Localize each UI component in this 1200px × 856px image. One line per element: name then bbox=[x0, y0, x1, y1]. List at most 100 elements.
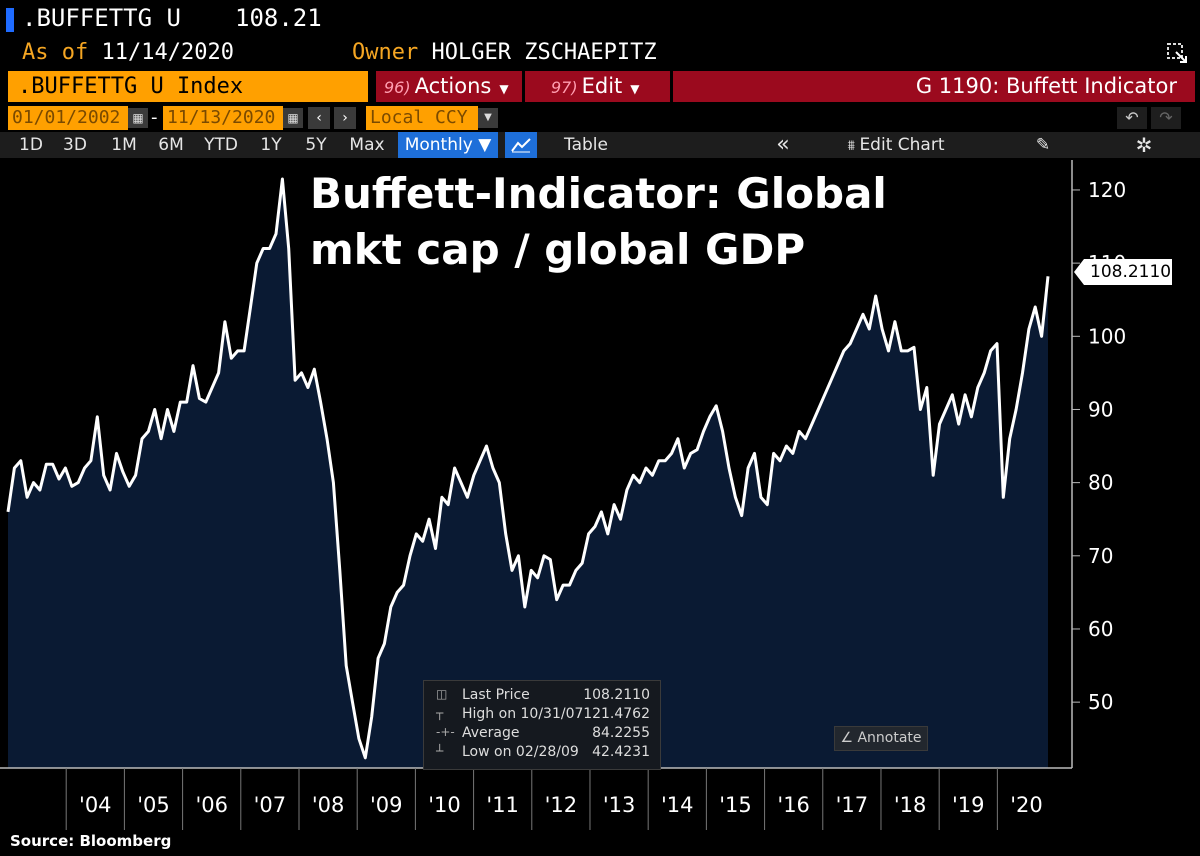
legend-low-label: Low on 02/28/09 bbox=[462, 744, 579, 760]
annotate-button[interactable]: ∠ Annotate bbox=[834, 726, 928, 751]
y-tick-label: 80 bbox=[1088, 471, 1113, 495]
collapse-icon[interactable]: « bbox=[776, 132, 790, 157]
pencil-icon[interactable]: ✎ bbox=[1035, 135, 1051, 155]
x-tick-label: '13 bbox=[603, 793, 636, 817]
chart-title-line-1: Buffett-Indicator: Global bbox=[310, 169, 887, 218]
edit-label: Edit bbox=[581, 74, 623, 98]
prev-period-icon[interactable]: ‹ bbox=[308, 107, 330, 129]
last-value-label: 108.2110 bbox=[1074, 259, 1172, 285]
x-tick-label: '18 bbox=[894, 793, 927, 817]
y-tick-label: 50 bbox=[1088, 690, 1113, 714]
x-tick-label: '14 bbox=[661, 793, 694, 817]
owner-label: Owner bbox=[352, 40, 419, 65]
x-tick-label: '10 bbox=[428, 793, 461, 817]
actions-button[interactable]: 96) Actions ▼ bbox=[376, 71, 522, 102]
popout-icon[interactable] bbox=[1166, 42, 1188, 64]
undo-icon[interactable]: ↶ bbox=[1117, 107, 1147, 129]
range-1d[interactable]: 1D bbox=[19, 135, 43, 155]
edit-chart-button[interactable]: ⩩ Edit Chart bbox=[836, 132, 956, 158]
square-icon: ◫ bbox=[436, 687, 448, 701]
last-price: 108.21 bbox=[235, 4, 322, 32]
as-of: As of 11/14/2020 bbox=[22, 40, 234, 65]
edit-number: 97) bbox=[551, 78, 578, 97]
legend-avg: -+- Average 84.2255 bbox=[424, 725, 660, 743]
calendar-icon[interactable]: ▦ bbox=[283, 108, 303, 128]
end-date-field[interactable]: 11/13/2020 bbox=[163, 106, 283, 130]
date-separator: - bbox=[151, 107, 158, 128]
legend-last: ◫ Last Price 108.2110 bbox=[424, 687, 660, 705]
legend-last-value: 108.2110 bbox=[583, 687, 650, 703]
y-tick-label: 100 bbox=[1088, 324, 1126, 348]
low-marker-icon: ┴ bbox=[436, 744, 444, 758]
line-chart-icon[interactable] bbox=[505, 132, 537, 158]
range-5y[interactable]: 5Y bbox=[305, 135, 327, 155]
owner-name: HOLGER ZSCHAEPITZ bbox=[431, 40, 657, 65]
gear-icon[interactable]: ✲ bbox=[1135, 133, 1153, 157]
calendar-icon[interactable]: ▦ bbox=[128, 108, 148, 128]
legend-avg-label: Average bbox=[462, 725, 520, 741]
y-tick-label: 60 bbox=[1088, 617, 1113, 641]
date-row: 01/01/2002 ▦ - 11/13/2020 ▦ ‹ › Local CC… bbox=[0, 106, 1200, 130]
legend-low: ┴ Low on 02/28/09 42.4231 bbox=[424, 744, 660, 762]
y-tick-label: 70 bbox=[1088, 544, 1113, 568]
as-of-label: As of bbox=[22, 40, 89, 65]
next-period-icon[interactable]: › bbox=[334, 107, 356, 129]
command-bar: .BUFFETTG U Index 96) Actions ▼ 97) Edit ▼ G… bbox=[0, 71, 1200, 102]
x-tick-label: '17 bbox=[836, 793, 869, 817]
range-toolbar: 1D 3D 1M 6M YTD 1Y 5Y Max Monthly ▼ Tabl… bbox=[0, 132, 1200, 158]
legend-high-label: High on 10/31/07 bbox=[462, 706, 584, 722]
x-tick-label: '06 bbox=[195, 793, 228, 817]
legend-low-value: 42.4231 bbox=[592, 744, 650, 760]
owner: Owner HOLGER ZSCHAEPITZ bbox=[352, 40, 657, 65]
legend-high-value: 121.4762 bbox=[583, 706, 650, 722]
ticker-symbol: .BUFFETTG U bbox=[22, 4, 181, 32]
edit-button[interactable]: 97) Edit ▼ bbox=[525, 71, 670, 102]
graph-title: G 1190: Buffett Indicator bbox=[673, 71, 1195, 102]
y-tick-label: 90 bbox=[1088, 397, 1113, 421]
x-tick-label: '12 bbox=[545, 793, 578, 817]
x-ticks: '04 '05 '06 '07 '08 '09 '10 '11 '12 '13 '14 '15 '16 '… bbox=[65, 768, 1043, 830]
range-1m[interactable]: 1M bbox=[111, 135, 137, 155]
source-note: Source: Bloomberg bbox=[10, 832, 172, 850]
frequency-select[interactable]: Monthly ▼ bbox=[398, 132, 498, 158]
actions-number: 96) bbox=[384, 78, 411, 97]
redo-icon[interactable]: ↷ bbox=[1151, 107, 1181, 129]
chart-title-line-2: mkt cap / global GDP bbox=[310, 225, 805, 274]
security-field[interactable]: .BUFFETTG U Index bbox=[8, 71, 368, 102]
x-tick-label: '09 bbox=[370, 793, 403, 817]
chevron-down-icon: ▼ bbox=[499, 82, 509, 96]
start-date-field[interactable]: 01/01/2002 bbox=[8, 106, 128, 130]
legend-last-label: Last Price bbox=[462, 687, 530, 703]
actions-label: Actions bbox=[414, 74, 492, 98]
high-marker-icon: ┬ bbox=[436, 706, 444, 720]
x-tick-label: '11 bbox=[486, 793, 519, 817]
chart-canvas: 5060708090100110120 '04'05'06'07'08'09'1… bbox=[0, 160, 1126, 830]
currency-select[interactable]: Local CCY bbox=[366, 106, 478, 130]
x-tick-label: '05 bbox=[137, 793, 170, 817]
x-tick-label: '15 bbox=[719, 793, 752, 817]
x-tick-label: '07 bbox=[254, 793, 287, 817]
annotate-label: Annotate bbox=[857, 730, 922, 746]
legend-avg-value: 84.2255 bbox=[592, 725, 650, 741]
chart-settings-icon: ⩩ bbox=[847, 138, 860, 154]
chevron-down-icon[interactable]: ▼ bbox=[478, 108, 498, 128]
pencil-icon: ∠ bbox=[840, 730, 858, 746]
range-3d[interactable]: 3D bbox=[63, 135, 87, 155]
series-area bbox=[8, 179, 1048, 768]
x-tick-label: '08 bbox=[312, 793, 345, 817]
range-1y[interactable]: 1Y bbox=[260, 135, 282, 155]
y-tick-label: 120 bbox=[1088, 178, 1126, 202]
legend-box: ◫ Last Price 108.2110 ┬ High on 10/31/07… bbox=[423, 680, 661, 770]
range-6m[interactable]: 6M bbox=[158, 135, 184, 155]
ticker-row: .BUFFETTG U 108.21 bbox=[0, 0, 1200, 38]
x-tick-label: '04 bbox=[79, 793, 112, 817]
average-marker-icon: -+- bbox=[436, 725, 455, 739]
chevron-down-icon: ▼ bbox=[630, 82, 640, 96]
range-ytd[interactable]: YTD bbox=[204, 135, 238, 155]
legend-high: ┬ High on 10/31/07 121.4762 bbox=[424, 706, 660, 724]
table-button[interactable]: Table bbox=[564, 135, 608, 155]
x-tick-label: '19 bbox=[952, 793, 985, 817]
edit-chart-label: Edit Chart bbox=[859, 135, 945, 155]
range-max[interactable]: Max bbox=[349, 135, 385, 155]
security-marker bbox=[6, 8, 14, 32]
